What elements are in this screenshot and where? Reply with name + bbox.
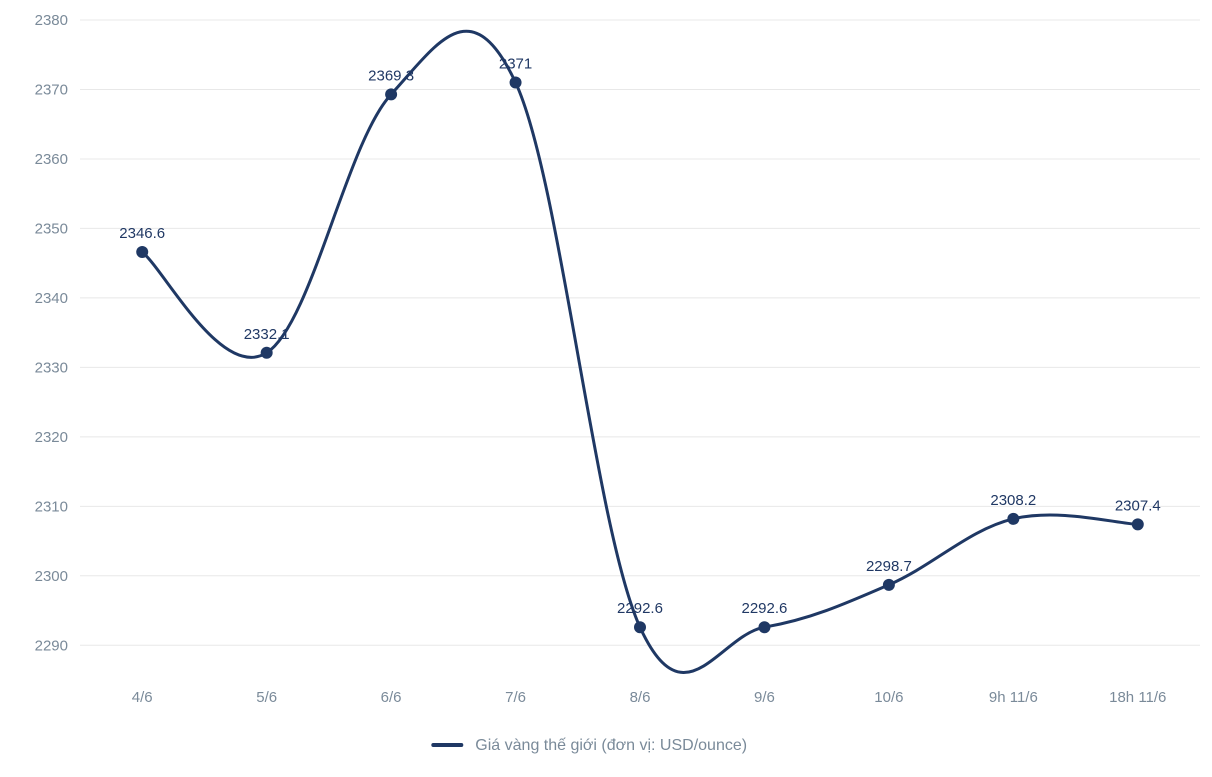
x-tick-label: 5/6 (256, 689, 277, 706)
data-point (261, 347, 273, 359)
x-tick-label: 8/6 (630, 689, 651, 706)
x-tick-label: 9/6 (754, 689, 775, 706)
data-point-label: 2332.1 (244, 326, 290, 343)
data-point-label: 2369.3 (368, 67, 414, 84)
y-tick-label: 2370 (35, 81, 68, 98)
x-tick-label: 7/6 (505, 689, 526, 706)
y-tick-label: 2320 (35, 429, 68, 446)
x-tick-label: 6/6 (381, 689, 402, 706)
y-tick-label: 2380 (35, 12, 68, 29)
line-chart: 2290 2300 2310 2320 2330 2340 2350 2360 2370 2380… (0, 0, 1212, 777)
series-line (142, 31, 1138, 672)
data-point-label: 2307.4 (1115, 497, 1161, 514)
data-point (385, 88, 397, 100)
data-point (136, 246, 148, 258)
y-tick-label: 2350 (35, 220, 68, 237)
y-tick-label: 2360 (35, 151, 68, 168)
x-tick-label: 18h 11/6 (1109, 689, 1166, 706)
y-tick-label: 2300 (35, 568, 68, 585)
chart-container: 2290 2300 2310 2320 2330 2340 2350 2360 2370 2380… (0, 0, 1212, 777)
data-point-label: 2346.6 (119, 225, 165, 242)
y-tick-label: 2310 (35, 498, 68, 515)
data-point (758, 621, 770, 633)
legend: Giá vàng thế giới (đơn vị: USD/ounce) (433, 737, 747, 754)
data-point (883, 579, 895, 591)
x-tick-label: 4/6 (132, 689, 153, 706)
y-tick-label: 2330 (35, 359, 68, 376)
data-point-label: 2292.6 (741, 600, 787, 617)
x-tick-label: 10/6 (874, 689, 903, 706)
y-tick-label: 2290 (35, 637, 68, 654)
legend-label: Giá vàng thế giới (đơn vị: USD/ounce) (475, 737, 747, 754)
data-point-label: 2308.2 (990, 492, 1036, 509)
x-tick-label: 9h 11/6 (989, 689, 1038, 706)
data-point-label: 2298.7 (866, 558, 912, 575)
data-point-label: 2292.6 (617, 600, 663, 617)
data-point (1132, 518, 1144, 530)
data-point-label: 2371 (499, 56, 532, 73)
data-point (510, 77, 522, 89)
data-point (634, 621, 646, 633)
y-tick-label: 2340 (35, 290, 68, 307)
data-point (1007, 513, 1019, 525)
